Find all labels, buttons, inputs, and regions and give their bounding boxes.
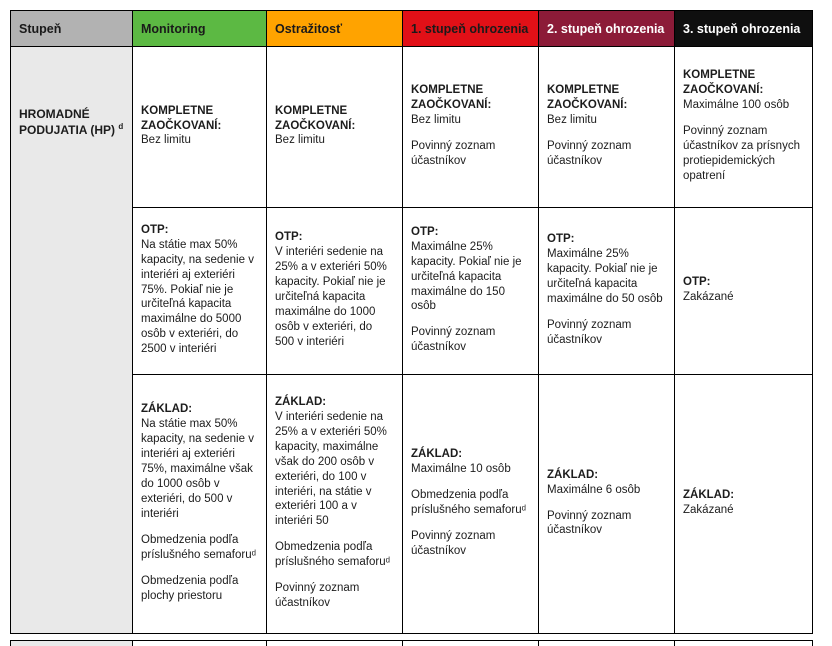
cell-title: OTP: xyxy=(683,276,711,289)
table-cell-zaklad-col1: ZÁKLAD: Na státie max 50% kapacity, na se… xyxy=(132,374,267,634)
cell-title: OTP: xyxy=(411,225,439,238)
row-group-label-text: HROMADNÉ PODUJATIA (HP) xyxy=(19,107,119,137)
cell-paragraph: Maximálne 25% kapacity. Pokiaľ nie je ur… xyxy=(411,240,522,313)
table-row-otp: OTP: Na státie max 50% kapacity, na seden… xyxy=(11,207,813,375)
table-cell-kompletne-zaockovani-col4: KOMPLETNE ZAOČKOVANÍ: Bez limitu Povinný z… xyxy=(538,46,675,208)
cell-paragraph: V interiéri sedenie na 25% a v exteriéri… xyxy=(275,246,387,348)
cell-paragraph: Povinný zoznam účastníkov xyxy=(411,139,496,167)
measures-table: Stupeň Monitoring Ostražitosť 1. stupeň ohr… xyxy=(10,10,813,634)
cell-title: OTP: xyxy=(547,233,575,246)
cell-paragraph: Povinný zoznam účastníkov xyxy=(411,529,496,557)
cell-paragraph: Bez limitu xyxy=(141,134,191,147)
table-cell-zaklad-col3: ZÁKLAD: Maximálne 10 osôb Obmedzenia podľa… xyxy=(402,374,539,634)
next-row-sliver-table xyxy=(10,640,813,646)
cell-paragraph: V interiéri sedenie na 25% a v exteriéri… xyxy=(275,410,387,528)
cell-paragraph: Povinný zoznam účastníkov za prísnych pr… xyxy=(683,125,800,182)
header-cell-5: 3. stupeň ohrozenia xyxy=(674,10,813,47)
header-cell-stupen: Stupeň xyxy=(10,10,133,47)
cell-paragraph: Na státie max 50% kapacity, na sedenie v… xyxy=(141,418,254,520)
header-cell-2: Ostražitosť xyxy=(266,10,403,47)
table-cell-otp-col1: OTP: Na státie max 50% kapacity, na seden… xyxy=(132,207,267,375)
cell-title: ZÁKLAD: xyxy=(141,403,193,416)
cell-title: ZÁKLAD: xyxy=(275,395,327,408)
cell-paragraph: Povinný zoznam účastníkov xyxy=(547,318,632,346)
next-row-cell xyxy=(674,640,813,646)
cell-paragraph: Maximálne 100 osôb xyxy=(683,99,790,112)
cell-paragraph: Obmedzenia podľa príslušného semaforuᵈ xyxy=(141,533,256,561)
cell-paragraph: Obmedzenia podľa príslušného semaforuᵈ xyxy=(411,489,526,516)
cell-paragraph: Povinný zoznam účastníkov xyxy=(547,139,632,167)
cell-title: ZÁKLAD: xyxy=(683,489,735,502)
next-row-cell xyxy=(402,640,539,646)
table-cell-otp-col4: OTP: Maximálne 25% kapacity. Pokiaľ nie j… xyxy=(538,207,675,375)
cell-paragraph: Zakázané xyxy=(683,504,734,516)
cell-paragraph: Maximálne 10 osôb xyxy=(411,463,511,476)
cell-paragraph: Povinný zoznam účastníkov xyxy=(411,326,496,354)
next-row-sliver xyxy=(10,640,813,646)
table-cell-zaklad-col4: ZÁKLAD: Maximálne 6 osôb Povinný zoznam úč… xyxy=(538,374,675,634)
cell-title: KOMPLETNE ZAOČKOVANÍ: xyxy=(683,69,764,97)
cell-paragraph: Bez limitu xyxy=(411,114,461,127)
cell-paragraph: Bez limitu xyxy=(275,134,325,147)
cell-title: KOMPLETNE ZAOČKOVANÍ: xyxy=(275,104,356,132)
row-group-label: HROMADNÉ PODUJATIA (HP) d xyxy=(10,46,133,634)
header-cell-1: Monitoring xyxy=(132,10,267,47)
table-cell-kompletne-zaockovani-col1: KOMPLETNE ZAOČKOVANÍ: Bez limitu xyxy=(132,46,267,208)
cell-title: ZÁKLAD: xyxy=(547,468,599,481)
cell-paragraph: Povinný zoznam účastníkov xyxy=(275,582,360,610)
cell-paragraph: Maximálne 25% kapacity. Pokiaľ nie je ur… xyxy=(547,248,663,305)
header-cell-3: 1. stupeň ohrozenia xyxy=(402,10,539,47)
table-cell-zaklad-col5: ZÁKLAD: Zakázané xyxy=(674,374,813,634)
next-row-stub-cell xyxy=(10,640,133,646)
cell-paragraph: Na státie max 50% kapacity, na sedenie v… xyxy=(141,238,254,356)
header-row: Stupeň Monitoring Ostražitosť 1. stupeň ohr… xyxy=(10,10,813,47)
cell-title: ZÁKLAD: xyxy=(411,448,463,461)
table-cell-kompletne-zaockovani-col5: KOMPLETNE ZAOČKOVANÍ: Maximálne 100 osôb P… xyxy=(674,46,813,208)
cell-paragraph: Zakázané xyxy=(683,291,734,303)
footnote-marker: d xyxy=(118,121,124,131)
next-row-cell xyxy=(132,640,267,646)
next-row-cell xyxy=(266,640,403,646)
table-cell-kompletne-zaockovani-col2: KOMPLETNE ZAOČKOVANÍ: Bez limitu xyxy=(266,46,403,208)
cell-title: KOMPLETNE ZAOČKOVANÍ: xyxy=(547,84,628,112)
cell-paragraph: Obmedzenia podľa príslušného semaforuᵈ xyxy=(275,541,390,569)
table-cell-otp-col3: OTP: Maximálne 25% kapacity. Pokiaľ nie j… xyxy=(402,207,539,375)
table-row-zaklad: ZÁKLAD: Na státie max 50% kapacity, na se… xyxy=(11,374,813,634)
cell-title: OTP: xyxy=(141,223,169,236)
cell-paragraph: Maximálne 6 osôb xyxy=(547,483,641,496)
table-cell-otp-col5: OTP: Zakázané xyxy=(674,207,813,375)
cell-paragraph: Povinný zoznam účastníkov xyxy=(547,509,632,537)
cell-paragraph: Obmedzenia podľa plochy priestoru xyxy=(141,574,239,602)
table-row-kompletne-zaockovani: HROMADNÉ PODUJATIA (HP) d KOMPLETNE ZAOČK… xyxy=(10,46,813,634)
table-cell-zaklad-col2: ZÁKLAD: V interiéri sedenie na 25% a v ex… xyxy=(266,374,403,634)
table-cell-otp-col2: OTP: V interiéri sedenie na 25% a v exter… xyxy=(266,207,403,375)
measures-table-wrap: Stupeň Monitoring Ostražitosť 1. stupeň ohr… xyxy=(10,10,813,646)
cell-title: OTP: xyxy=(275,231,303,244)
cell-paragraph: Bez limitu xyxy=(547,114,597,127)
cell-title: KOMPLETNE ZAOČKOVANÍ: xyxy=(141,104,222,132)
table-cell-kompletne-zaockovani-col3: KOMPLETNE ZAOČKOVANÍ: Bez limitu Povinný z… xyxy=(402,46,539,208)
header-cell-4: 2. stupeň ohrozenia xyxy=(538,10,675,47)
next-row-cell xyxy=(538,640,675,646)
cell-title: KOMPLETNE ZAOČKOVANÍ: xyxy=(411,84,492,112)
